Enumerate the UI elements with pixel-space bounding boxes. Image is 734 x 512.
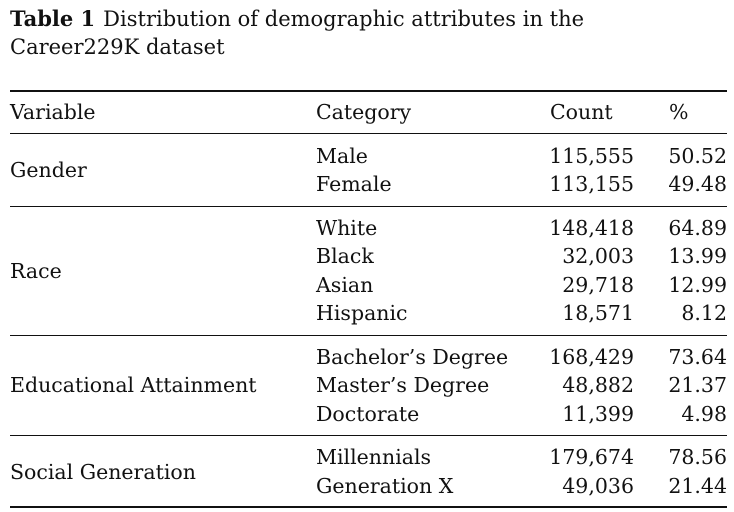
group-rule	[10, 335, 727, 336]
count-cell: 148,418	[549, 216, 634, 240]
caption-text-1: Distribution of demographic attributes i…	[103, 7, 585, 31]
category-cell: Millennials	[316, 445, 432, 469]
group-variable-race: Race	[10, 259, 62, 283]
bottom-rule	[10, 506, 727, 508]
top-rule	[10, 90, 727, 92]
category-cell: Female	[316, 172, 392, 196]
percent-cell: 4.98	[681, 402, 727, 426]
category-cell: Black	[316, 244, 374, 268]
category-cell: White	[316, 216, 378, 240]
group-variable-education: Educational Attainment	[10, 373, 257, 397]
category-cell: Bachelor’s Degree	[316, 345, 509, 369]
percent-cell: 21.37	[668, 373, 727, 397]
percent-cell: 64.89	[668, 216, 727, 240]
header-count: Count	[550, 100, 613, 124]
percent-cell: 78.56	[668, 445, 727, 469]
count-cell: 179,674	[549, 445, 634, 469]
percent-cell: 50.52	[668, 144, 727, 168]
category-cell: Generation X	[316, 474, 454, 498]
count-cell: 115,555	[549, 144, 634, 168]
group-variable-generation: Social Generation	[10, 460, 196, 484]
header-variable: Variable	[10, 100, 96, 124]
category-cell: Doctorate	[316, 402, 420, 426]
percent-cell: 13.99	[668, 244, 727, 268]
header-category: Category	[316, 100, 412, 124]
count-cell: 168,429	[549, 345, 634, 369]
count-cell: 29,718	[562, 273, 634, 297]
count-cell: 48,882	[562, 373, 634, 397]
count-cell: 49,036	[562, 474, 634, 498]
count-cell: 113,155	[549, 172, 634, 196]
count-cell: 11,399	[562, 402, 634, 426]
category-cell: Hispanic	[316, 301, 408, 325]
header-percent: %	[669, 100, 689, 124]
table-caption: Table 1 Distribution of demographic attri…	[10, 5, 710, 61]
category-cell: Male	[316, 144, 368, 168]
percent-cell: 21.44	[668, 474, 727, 498]
category-cell: Asian	[316, 273, 374, 297]
caption-line-1: Table 1 Distribution of demographic attri…	[10, 5, 710, 33]
percent-cell: 73.64	[668, 345, 727, 369]
group-rule	[10, 206, 727, 207]
header-rule	[10, 133, 727, 134]
count-cell: 18,571	[562, 301, 634, 325]
category-cell: Master’s Degree	[316, 373, 490, 397]
count-cell: 32,003	[562, 244, 634, 268]
caption-label: Table 1	[10, 6, 96, 31]
percent-cell: 12.99	[668, 273, 727, 297]
group-variable-gender: Gender	[10, 158, 87, 182]
caption-line-2: Career229K dataset	[10, 35, 225, 59]
percent-cell: 49.48	[668, 172, 727, 196]
group-rule	[10, 435, 727, 436]
percent-cell: 8.12	[681, 301, 727, 325]
